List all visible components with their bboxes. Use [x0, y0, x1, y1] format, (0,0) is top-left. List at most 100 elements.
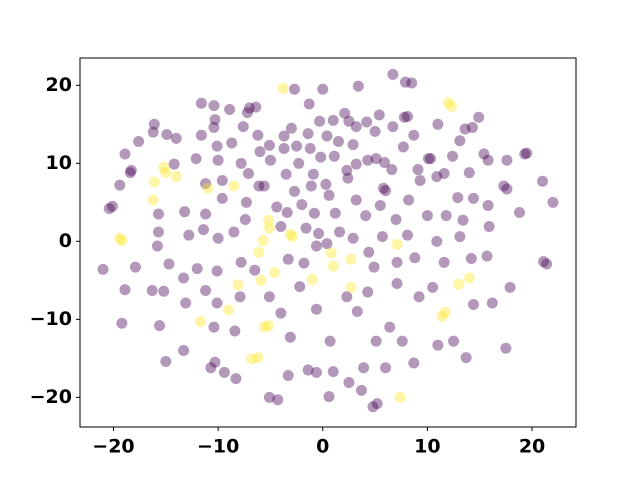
- y-tick-label: 20: [46, 74, 72, 96]
- point: [478, 148, 490, 160]
- point: [228, 226, 240, 238]
- point: [168, 158, 180, 170]
- point: [482, 154, 494, 166]
- point: [481, 250, 493, 262]
- point: [459, 123, 471, 135]
- point: [538, 256, 550, 268]
- point: [228, 180, 240, 192]
- point: [328, 150, 340, 162]
- point: [370, 335, 382, 347]
- x-tick-label: −10: [197, 436, 239, 458]
- point: [284, 331, 296, 343]
- point: [294, 281, 306, 293]
- point: [454, 231, 466, 243]
- point: [191, 263, 203, 275]
- point: [394, 391, 406, 403]
- point: [473, 111, 485, 123]
- point: [160, 167, 172, 179]
- point: [272, 394, 284, 406]
- point: [409, 252, 421, 264]
- point: [148, 176, 160, 188]
- point: [432, 118, 444, 130]
- point: [504, 281, 516, 293]
- point: [460, 352, 472, 364]
- point: [310, 366, 322, 378]
- point: [263, 291, 275, 303]
- point: [339, 107, 351, 119]
- point: [380, 362, 392, 374]
- point: [223, 304, 235, 316]
- point: [284, 228, 296, 240]
- point: [422, 153, 434, 165]
- point: [252, 352, 264, 364]
- point: [440, 210, 452, 222]
- point: [438, 167, 450, 179]
- point: [170, 132, 182, 144]
- point: [278, 142, 290, 154]
- point: [170, 171, 182, 183]
- point: [263, 222, 275, 234]
- point: [178, 345, 190, 357]
- point: [129, 261, 141, 273]
- point: [226, 137, 238, 149]
- point: [408, 129, 420, 141]
- point: [513, 206, 525, 218]
- point: [498, 180, 510, 192]
- point: [452, 192, 464, 204]
- point: [432, 339, 444, 351]
- point: [310, 240, 322, 252]
- point: [178, 272, 190, 284]
- point: [402, 229, 414, 241]
- point: [258, 180, 270, 192]
- point: [212, 232, 224, 244]
- point: [391, 256, 403, 268]
- point: [208, 121, 220, 133]
- point: [235, 157, 247, 169]
- point: [306, 274, 318, 286]
- point: [151, 240, 163, 252]
- point: [262, 214, 274, 226]
- point: [300, 222, 312, 234]
- point: [380, 185, 392, 197]
- point: [211, 140, 223, 152]
- point: [254, 146, 266, 158]
- point: [302, 364, 314, 376]
- point: [232, 279, 244, 291]
- point: [310, 303, 322, 315]
- point: [379, 157, 391, 169]
- point: [106, 200, 118, 212]
- point: [147, 194, 159, 206]
- point: [124, 167, 136, 179]
- point: [161, 128, 173, 140]
- point: [216, 174, 228, 186]
- point: [307, 168, 319, 180]
- point: [358, 362, 370, 374]
- point: [321, 130, 333, 142]
- point: [202, 182, 214, 194]
- point: [208, 321, 220, 333]
- point: [408, 357, 420, 369]
- point: [384, 321, 396, 333]
- point: [373, 109, 385, 121]
- point: [249, 264, 261, 276]
- point: [387, 121, 399, 133]
- point: [387, 68, 399, 80]
- point: [398, 111, 410, 123]
- point: [466, 121, 478, 133]
- point: [350, 121, 362, 133]
- point: [148, 118, 160, 130]
- point: [293, 157, 305, 169]
- point: [200, 284, 212, 296]
- point: [374, 199, 386, 211]
- point: [320, 178, 332, 190]
- point: [224, 103, 236, 115]
- point: [342, 172, 354, 184]
- point: [447, 150, 459, 162]
- point: [235, 256, 247, 268]
- point: [386, 164, 398, 176]
- point: [308, 207, 320, 219]
- point: [370, 153, 382, 165]
- y-tick-label: 10: [46, 152, 72, 174]
- point: [412, 164, 424, 176]
